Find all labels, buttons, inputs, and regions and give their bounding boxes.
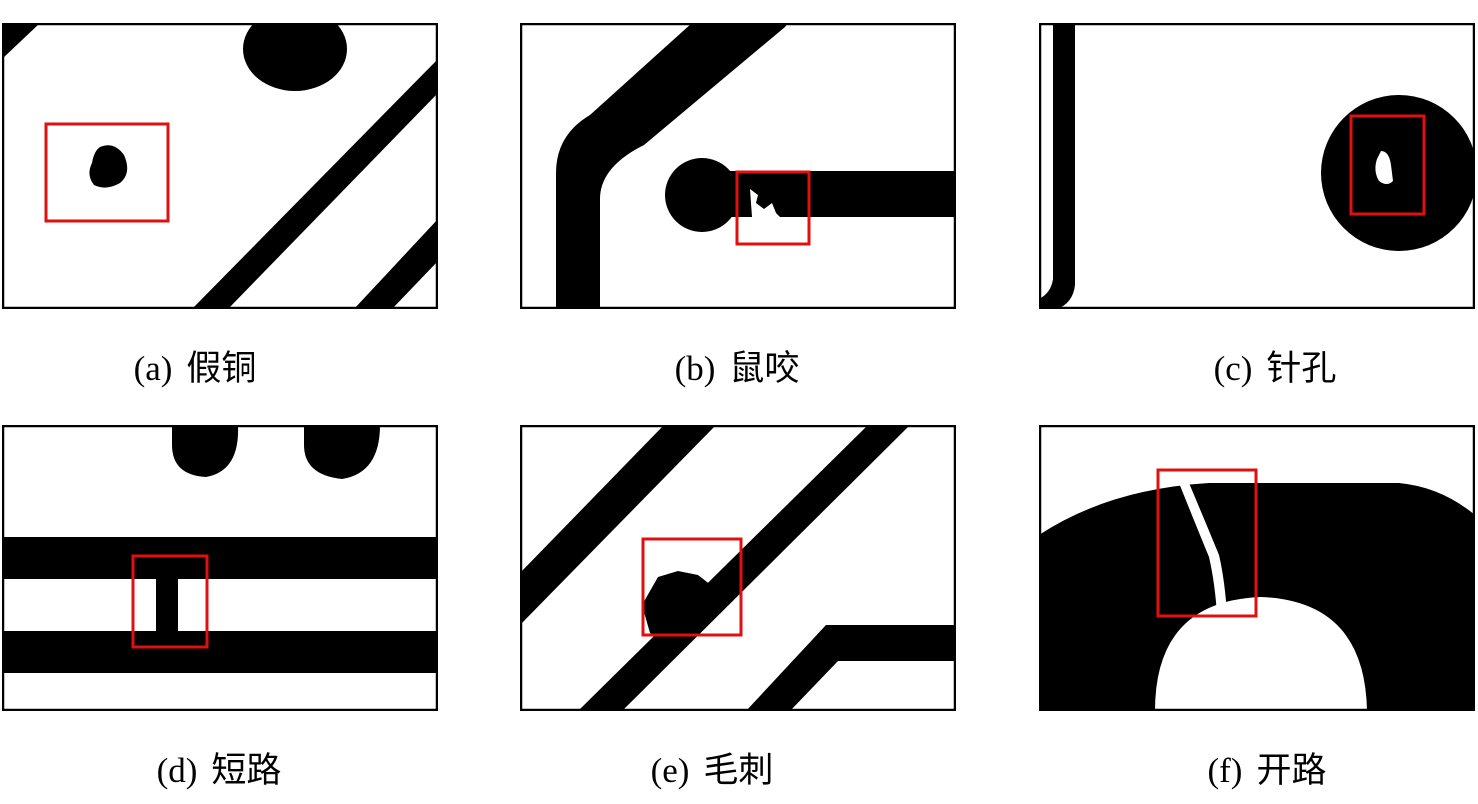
pcb-image-b	[520, 23, 956, 309]
trace	[354, 219, 438, 309]
caption-a: (a) 假铜	[0, 349, 413, 389]
caption-d: (d) 短路	[1, 751, 437, 791]
caption-name: 假铜	[186, 349, 257, 388]
pad	[172, 425, 239, 477]
caption-label: (c)	[1213, 349, 1253, 388]
trace	[2, 537, 438, 579]
pad	[1321, 95, 1475, 251]
panel-e-spur	[520, 425, 956, 711]
panel-b-mouse-bite	[520, 23, 956, 309]
trace	[578, 425, 910, 711]
caption-name: 毛刺	[703, 751, 774, 790]
pcb-image-e	[520, 425, 956, 711]
trace	[2, 631, 438, 673]
caption-name: 短路	[211, 751, 282, 790]
pinhole	[1375, 151, 1393, 184]
trace	[1039, 23, 1075, 309]
trace	[746, 625, 956, 711]
pcb-image-d	[2, 425, 438, 711]
caption-c: (c) 针孔	[1057, 349, 1478, 389]
pcb-image-c	[1039, 23, 1475, 309]
hole	[1155, 597, 1367, 711]
caption-label: (f)	[1207, 751, 1243, 790]
panel-a-spurious-copper	[2, 23, 438, 309]
pad	[243, 23, 347, 91]
panel-c-pinhole	[1039, 23, 1475, 309]
open-crack	[1179, 483, 1227, 615]
short-bridge	[156, 575, 178, 635]
caption-name: 针孔	[1266, 349, 1337, 388]
caption-label: (a)	[133, 349, 173, 388]
trace	[192, 59, 438, 309]
pcb-image-a	[2, 23, 438, 309]
trace	[556, 23, 788, 309]
caption-label: (b)	[674, 349, 716, 388]
pcb-image-f	[1039, 425, 1475, 711]
spur-blob	[642, 571, 716, 639]
mouse-bite-notch	[750, 189, 782, 227]
defect-box	[641, 537, 743, 637]
caption-b: (b) 鼠咬	[519, 349, 955, 389]
panel-d-short	[2, 425, 438, 711]
caption-f: (f) 开路	[1049, 751, 1478, 791]
defect-box	[44, 122, 170, 223]
trace	[520, 425, 716, 625]
corner-trace	[2, 23, 40, 59]
caption-e: (e) 毛刺	[494, 751, 930, 791]
pad	[304, 425, 380, 479]
defect-box	[1349, 114, 1426, 216]
caption-label: (e)	[650, 751, 690, 790]
defect-box	[735, 170, 811, 246]
caption-name: 鼠咬	[729, 349, 800, 388]
panel-f-open	[1039, 425, 1475, 711]
caption-label: (d)	[156, 751, 198, 790]
defect-box	[1156, 468, 1258, 618]
spurious-copper-blob	[89, 145, 128, 188]
caption-name: 开路	[1256, 751, 1327, 790]
defect-box	[131, 554, 209, 649]
